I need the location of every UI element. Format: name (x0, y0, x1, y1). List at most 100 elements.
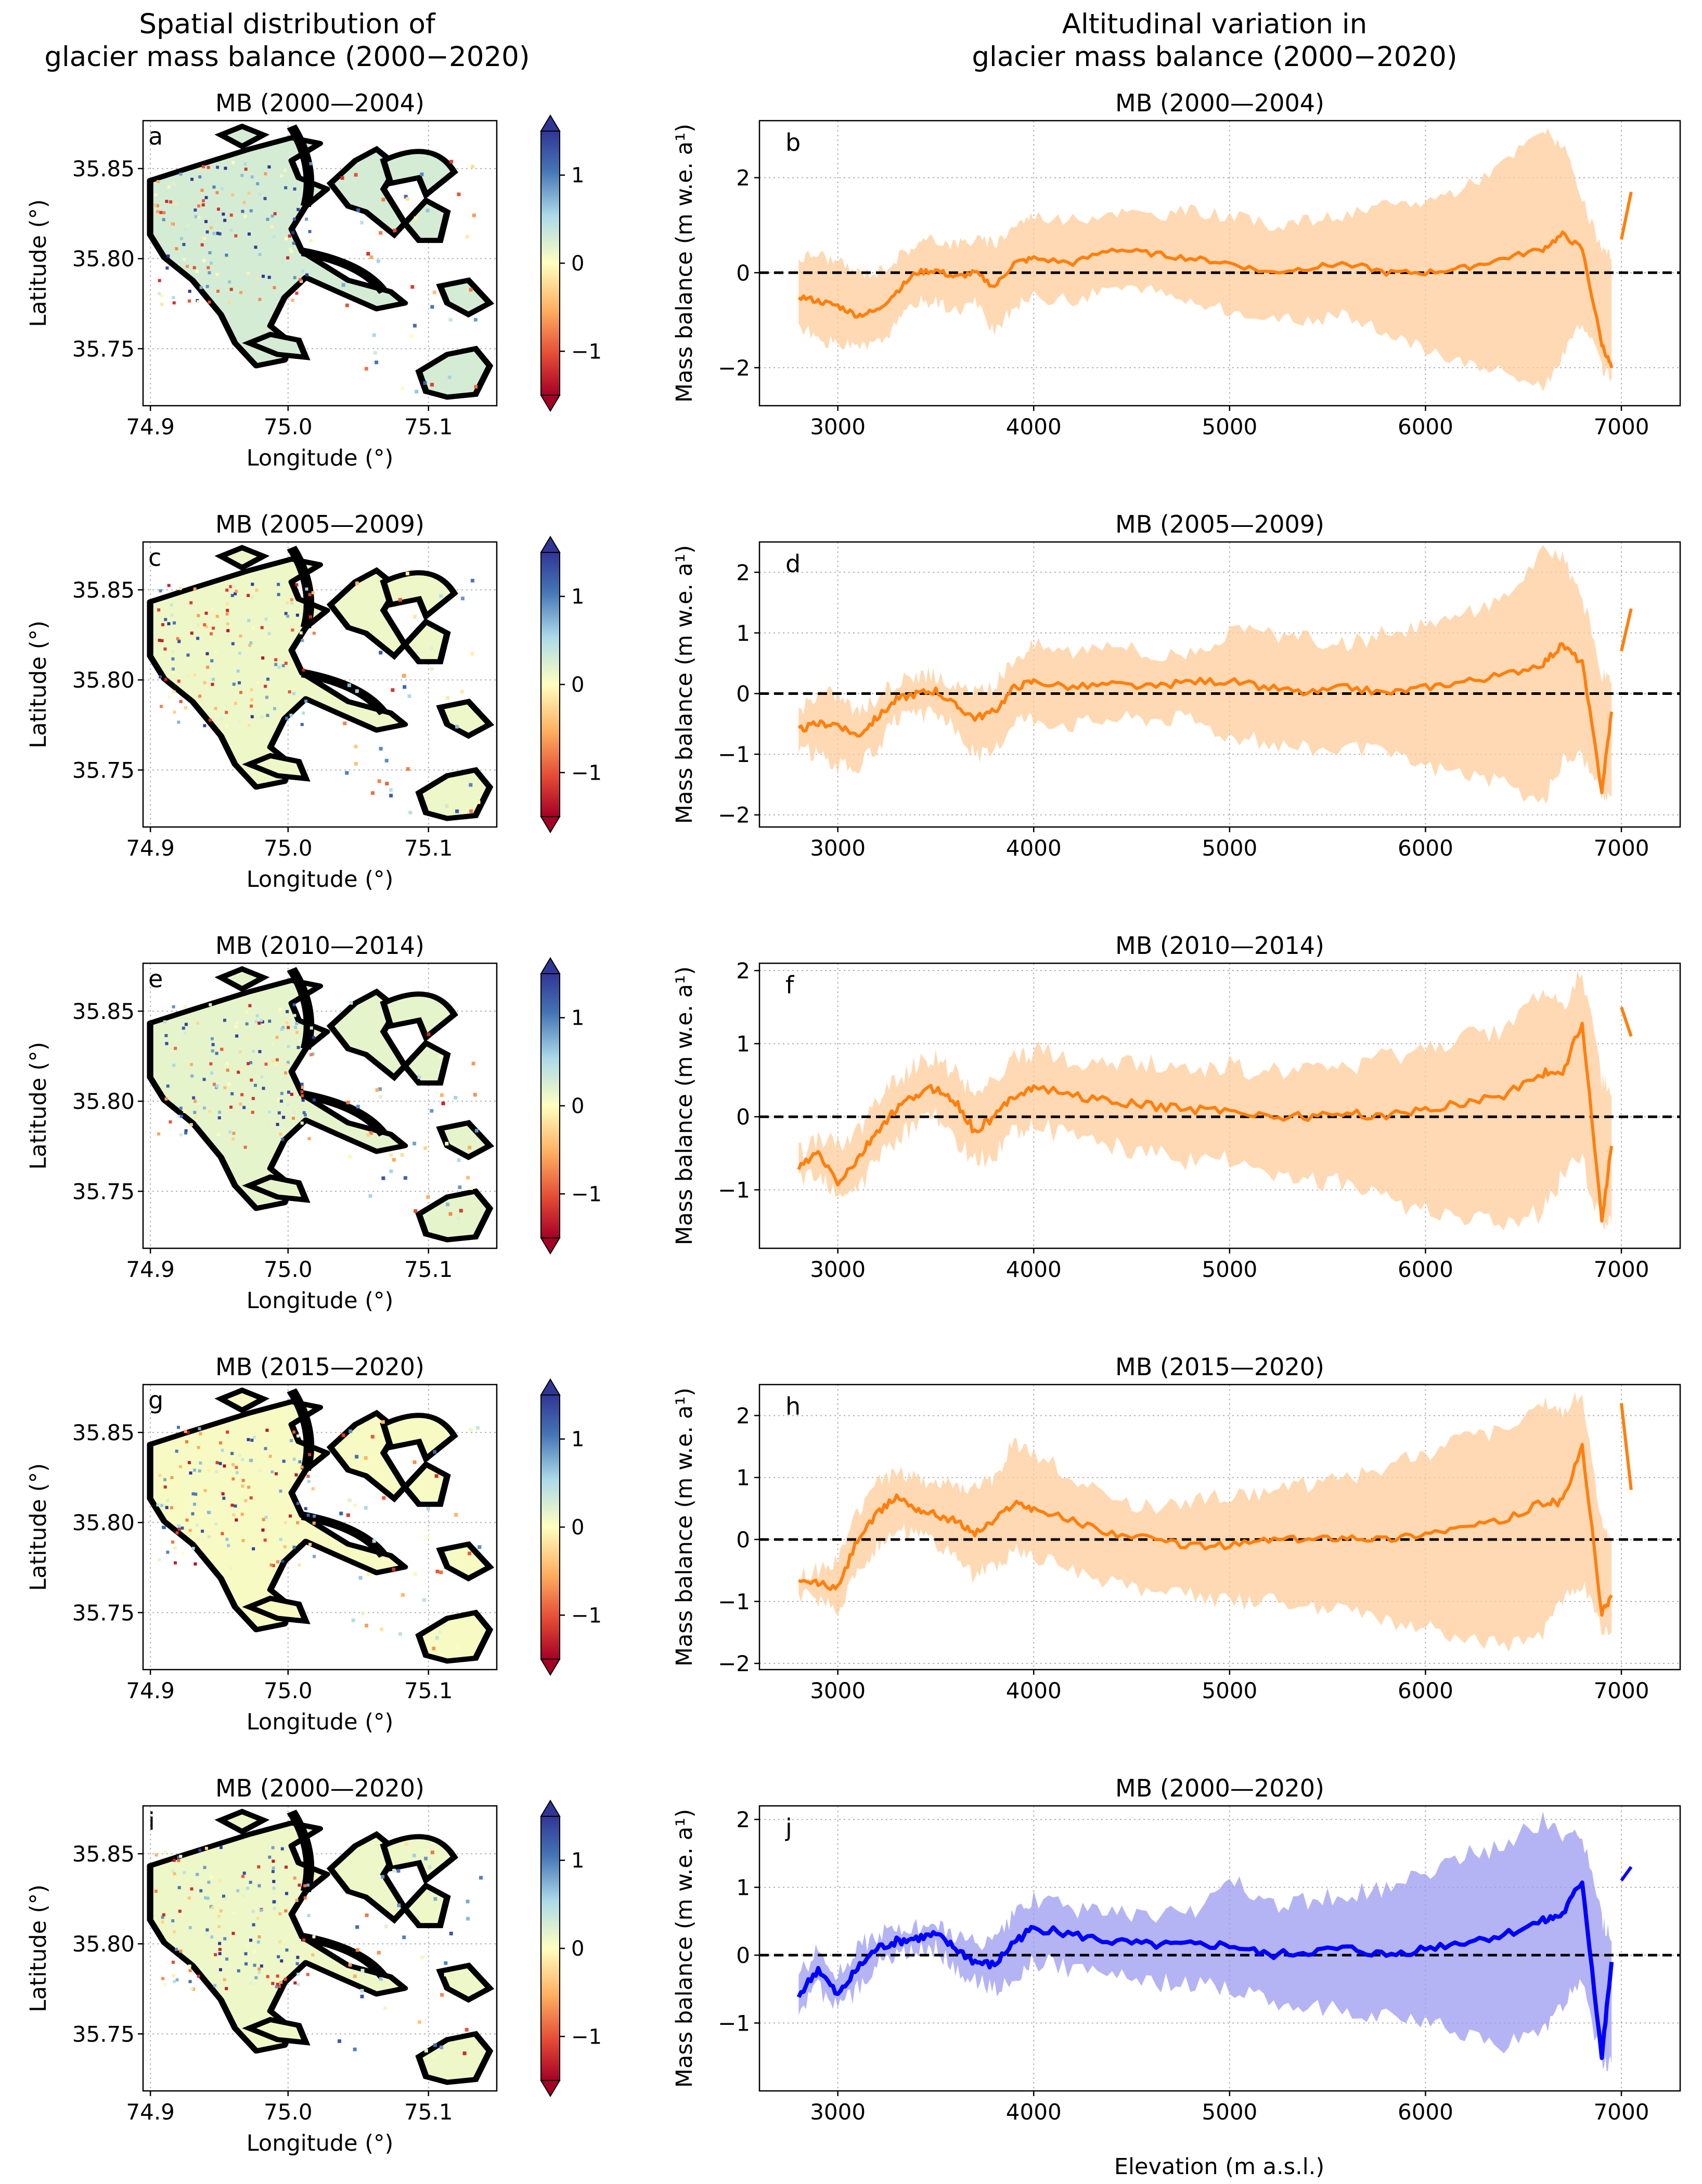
pixel (196, 637, 200, 640)
pixel (426, 1507, 430, 1511)
pixel (469, 1428, 473, 1432)
map-title: MB (2015—2020) (215, 1353, 424, 1381)
pixel (273, 1900, 276, 1904)
pixel (305, 217, 308, 221)
pixel (159, 675, 162, 679)
pixel (167, 622, 171, 626)
pixel (279, 1100, 283, 1103)
profile-ytick-label: 1 (736, 621, 750, 646)
pixel (185, 1511, 188, 1515)
pixel (271, 1870, 275, 1873)
pixel (226, 1430, 229, 1434)
profile-panel-j: MB (2000—2020) j 3000 4000 5000 6000 7000 2 1 0 −1… (672, 1774, 1681, 2125)
pixel (185, 1440, 188, 1444)
pixel (207, 266, 210, 269)
pixel (227, 1544, 230, 1547)
pixel (249, 1881, 252, 1884)
pixel (291, 299, 294, 302)
uncertainty-band (798, 545, 1612, 804)
pixel (191, 1546, 195, 1550)
pixel (351, 1618, 355, 1622)
profile-xtick-label: 4000 (1006, 1678, 1062, 1703)
pixel (228, 280, 231, 284)
pixel (225, 588, 229, 592)
pixel (159, 211, 163, 214)
pixel (389, 788, 393, 792)
pixel (264, 1516, 268, 1519)
profile-ylabel: Mass balance (m w.e. a¹) (672, 124, 698, 403)
pixel (412, 1141, 417, 1145)
panel-letter: i (148, 1807, 155, 1836)
pixel (372, 1539, 376, 1543)
pixel (178, 587, 182, 590)
pixel (413, 615, 417, 619)
pixel (456, 1217, 460, 1221)
pixel (345, 303, 349, 307)
pixel (189, 1471, 192, 1475)
pixel (188, 290, 191, 293)
pixel (231, 161, 235, 164)
pixel (273, 286, 276, 289)
pixel (226, 629, 230, 632)
pixel (153, 203, 157, 207)
profile-frame (758, 541, 1681, 828)
pixel (312, 1935, 316, 1939)
pixel (171, 1540, 175, 1544)
pixel (246, 1943, 250, 1947)
pixel (268, 1855, 272, 1859)
pixel (251, 1096, 255, 1100)
pixel (244, 1962, 248, 1966)
pixel (308, 230, 312, 234)
pixel (190, 177, 194, 181)
colorbar (540, 552, 560, 817)
pixel (296, 1502, 300, 1505)
pixel (226, 1068, 229, 1072)
pixel (311, 1953, 315, 1957)
pixel (433, 2043, 437, 2047)
pixel (274, 658, 278, 662)
pixel (257, 1935, 261, 1939)
pixel (199, 286, 203, 289)
pixel (303, 1896, 307, 1899)
pixel (410, 285, 415, 289)
pixel (278, 1940, 282, 1944)
map-title: MB (2000—2020) (215, 1774, 424, 1802)
pixel (266, 1975, 269, 1979)
pixel (274, 663, 278, 666)
colorbar-extend-max (540, 957, 561, 974)
pixel (272, 1866, 275, 1870)
pixel (301, 1094, 304, 1097)
pixel (285, 703, 288, 706)
pixel (214, 1953, 217, 1957)
pixel (308, 615, 312, 619)
mean-mass-balance-line (797, 642, 1614, 795)
pixel (355, 1925, 359, 1929)
pixel (473, 318, 478, 322)
pixel (203, 681, 207, 684)
pixel (364, 1506, 368, 1510)
pixel (302, 712, 305, 715)
pixel (216, 186, 220, 190)
map-panel-g: MB (2015—2020) g 74.9 75.0 75.1 35.85 35.80 35.… (25, 1353, 602, 1735)
map-panel-a: MB (2000—2004) a 74.9 75.0 75.1 35.85 35.80 35.… (25, 89, 602, 471)
pixel (290, 598, 293, 601)
pixel (221, 187, 224, 190)
pixel (175, 1978, 179, 1982)
pixel (175, 247, 178, 251)
map-xlabel: Longitude (°) (247, 1709, 394, 1735)
uncertainty-band (798, 970, 1612, 1232)
pixel (239, 291, 243, 294)
pixel (275, 1472, 278, 1476)
pixel (247, 618, 251, 622)
profile-ytick-label: −2 (718, 1651, 750, 1676)
pixel (473, 1093, 477, 1097)
panel-letter: a (148, 122, 163, 150)
pixel (220, 1491, 223, 1494)
profile-panel-h: MB (2015—2020) h 3000 4000 5000 6000 7000 2 1 0 −1… (672, 1353, 1681, 1703)
pixel (160, 1504, 164, 1507)
pixel (242, 201, 246, 204)
pixel (266, 677, 270, 681)
pixel (420, 172, 424, 176)
pixel (299, 631, 303, 635)
pixel (245, 1011, 249, 1014)
